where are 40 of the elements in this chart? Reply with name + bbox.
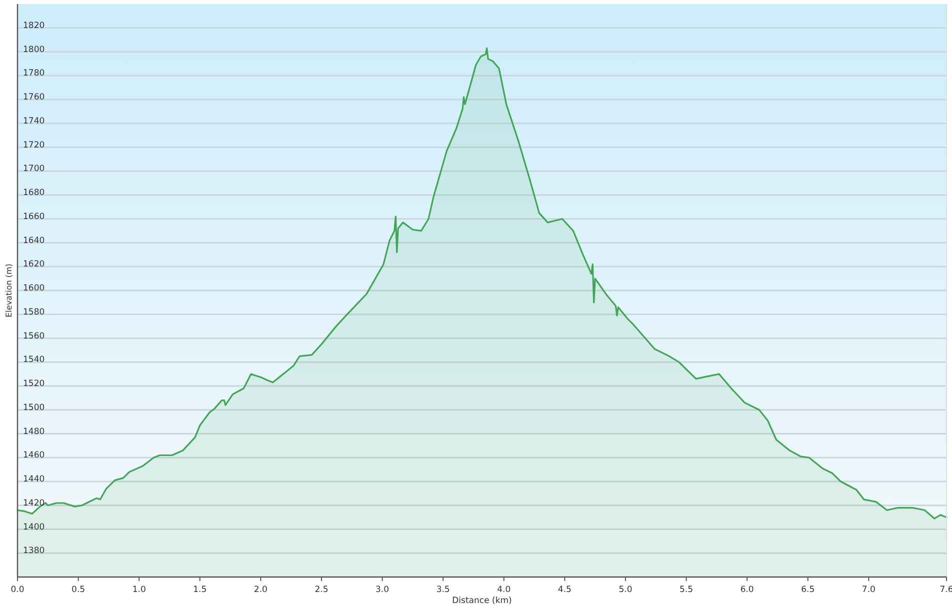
x-tick-label: 6.0 (740, 585, 754, 595)
x-tick-label: 2.5 (314, 585, 328, 595)
x-axis-title: Distance (km) (452, 596, 512, 606)
y-tick-label: 1740 (23, 116, 45, 126)
x-tick-label: 4.5 (558, 585, 572, 595)
y-tick-label: 1420 (23, 498, 45, 508)
x-tick-label: 3.5 (436, 585, 450, 595)
x-tick-label: 1.5 (193, 585, 207, 595)
y-tick-label: 1540 (23, 355, 45, 366)
x-tick-label: 7.0 (862, 585, 876, 595)
y-tick-label: 1800 (23, 44, 45, 55)
y-tick-label: 1580 (23, 307, 45, 318)
y-tick-label: 1560 (23, 331, 45, 342)
y-tick-label: 1620 (23, 260, 45, 270)
y-tick-label: 1760 (23, 92, 45, 102)
y-tick-label: 1600 (23, 284, 45, 294)
y-tick-label: 1660 (23, 212, 45, 222)
y-axis-title: Elevation (m) (4, 264, 14, 318)
x-tick-label: 6.5 (801, 585, 815, 595)
x-tick-label: 0.0 (10, 585, 24, 595)
x-tick-label: 3.0 (376, 585, 390, 595)
y-tick-label: 1400 (23, 522, 45, 532)
x-tick-label: 0.5 (72, 585, 86, 595)
y-tick-label: 1700 (23, 164, 45, 174)
x-tick-label: 5.5 (680, 585, 694, 595)
x-tick-label: 1.0 (132, 585, 146, 595)
x-tick-label: 4.0 (497, 585, 511, 595)
y-tick-label: 1480 (23, 426, 45, 437)
y-tick-label: 1380 (23, 546, 45, 556)
y-tick-label: 1720 (23, 140, 45, 150)
y-tick-label: 1820 (23, 20, 45, 31)
y-tick-label: 1440 (23, 474, 45, 484)
y-tick-label: 1640 (23, 236, 45, 246)
y-tick-label: 1680 (23, 188, 45, 198)
y-tick-label: 1780 (23, 68, 45, 79)
y-tick-label: 1460 (23, 450, 45, 461)
x-tick-label: 2.0 (254, 585, 268, 595)
y-tick-label: 1520 (23, 379, 45, 389)
y-tick-label: 1500 (23, 402, 45, 413)
x-tick-label: 5.0 (618, 585, 632, 595)
